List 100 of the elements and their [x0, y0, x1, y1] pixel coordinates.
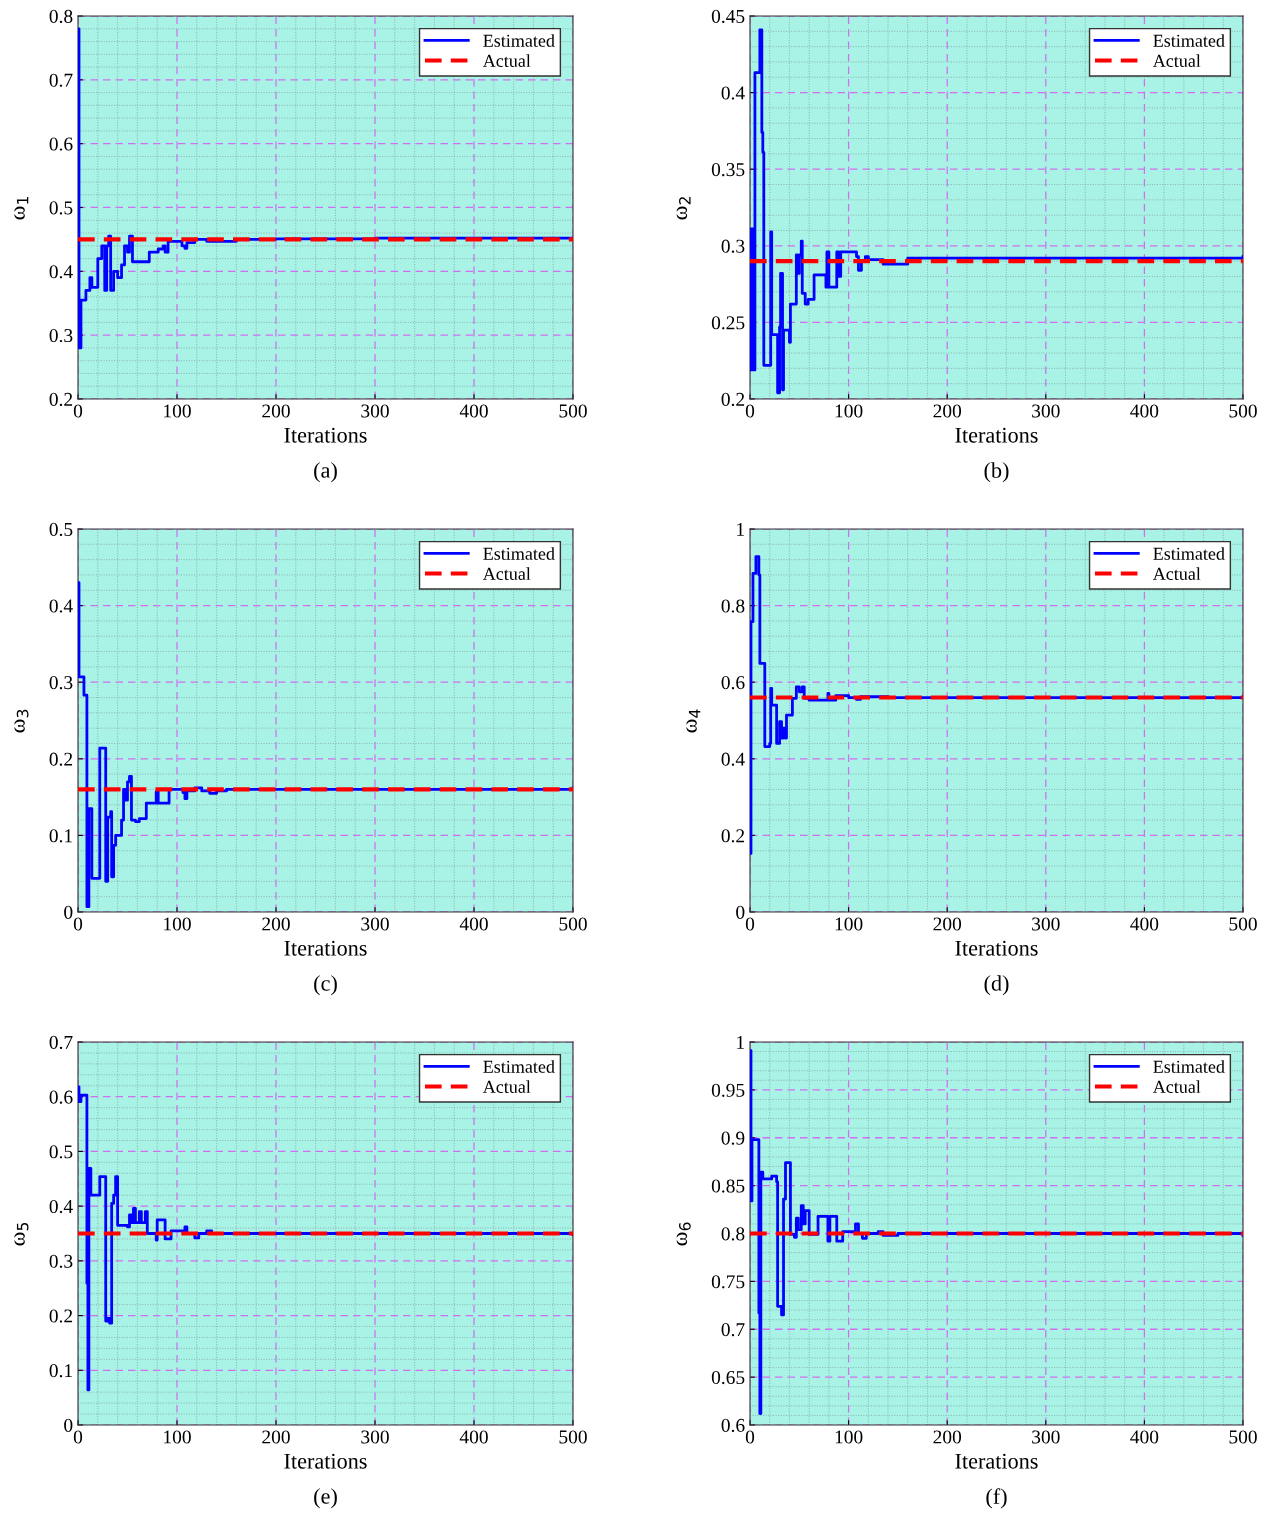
x-tick-label: 100 [164, 917, 191, 931]
y-tick-label: 0.3 [721, 239, 745, 253]
x-tick-label: 300 [361, 404, 389, 418]
y-tick-label: 0.4 [721, 86, 745, 100]
y-tick-label: 0.8 [721, 1227, 745, 1241]
y-axis-title: ω$_{5}$ [14, 1222, 29, 1246]
x-tick-label: 200 [262, 1430, 290, 1444]
y-tick-label: 0.7 [49, 1035, 73, 1050]
y-tick-label: 0.2 [49, 392, 73, 407]
x-tick-label: 300 [361, 1430, 389, 1444]
y-tick-label: 0.3 [49, 328, 73, 343]
x-axis-title: Iterations [955, 1453, 1038, 1469]
y-tick-label: 0.6 [721, 1418, 745, 1433]
x-tick-label: 500 [559, 1430, 587, 1444]
y-tick-label: 0.3 [49, 1254, 73, 1268]
y-tick-label: 0.35 [711, 163, 745, 177]
y-tick-label: 0.65 [711, 1370, 745, 1385]
x-axis-title: Iterations [955, 427, 1038, 443]
x-tick-label: 400 [459, 1430, 488, 1444]
legend-label: Estimated [1153, 34, 1225, 47]
y-tick-label: 0.45 [711, 9, 745, 24]
y-tick-label: 0.1 [49, 1364, 72, 1378]
y-tick-label: 0.9 [721, 1131, 745, 1145]
x-tick-label: 100 [835, 1430, 863, 1444]
x-tick-label: 400 [1130, 917, 1159, 931]
x-tick-label: 200 [933, 917, 962, 931]
y-tick-label: 0.85 [711, 1179, 745, 1193]
x-tick-label: 300 [1032, 1430, 1060, 1444]
text: (c) [314, 975, 337, 996]
y-tick-label: 0.6 [49, 137, 73, 151]
y-tick-label: 0.4 [721, 752, 745, 766]
y-axis-title: ω$_{1}$ [14, 196, 29, 220]
y-tick-label: 0.2 [721, 392, 745, 407]
x-tick-label: 400 [459, 404, 488, 418]
x-tick-label: 400 [459, 917, 488, 931]
x-tick-label: 500 [1229, 1430, 1257, 1444]
y-tick-label: 0.75 [711, 1275, 745, 1289]
x-tick-label: 200 [933, 1430, 962, 1444]
legend-label: Actual [1152, 1080, 1201, 1093]
x-axis-title: Iterations [284, 1453, 367, 1469]
y-tick-label: 0.5 [49, 522, 73, 537]
text: (f) [986, 1488, 1007, 1509]
x-tick-label: 500 [559, 404, 587, 418]
y-tick-label: 1 [737, 1035, 744, 1049]
y-tick-label: 1 [737, 522, 744, 536]
y-axis-title: ω$_{4}$ [686, 709, 701, 733]
x-tick-label: 500 [559, 917, 587, 931]
legend-label: Actual [1152, 567, 1201, 580]
y-tick-label: 0.7 [49, 73, 73, 87]
y-tick-label: 0.2 [49, 752, 73, 766]
text: (e) [314, 1488, 337, 1509]
x-tick-label: 500 [1229, 917, 1257, 931]
x-tick-label: 0 [73, 917, 83, 931]
legend-label: Actual [482, 1080, 531, 1093]
y-tick-label: 0.5 [49, 201, 73, 215]
x-tick-label: 300 [1032, 404, 1060, 418]
x-axis-title: Iterations [955, 940, 1038, 956]
legend-label: Estimated [1153, 547, 1225, 560]
legend-label: Actual [1152, 54, 1201, 67]
x-tick-label: 100 [164, 1430, 191, 1444]
x-tick-label: 0 [73, 404, 83, 418]
y-tick-label: 0.4 [49, 599, 73, 613]
y-tick-label: 0.2 [721, 829, 745, 843]
y-tick-label: 0.25 [711, 316, 745, 330]
text: (a) [314, 462, 337, 483]
legend-label: Estimated [483, 1060, 555, 1073]
y-tick-label: 0.4 [49, 265, 73, 279]
y-tick-label: 0.4 [49, 1199, 73, 1214]
x-tick-label: 0 [73, 1430, 83, 1444]
legend-label: Estimated [483, 34, 555, 47]
x-tick-label: 300 [361, 917, 389, 931]
x-tick-label: 300 [1032, 917, 1060, 931]
text: (b) [984, 462, 1009, 483]
y-axis-title: ω$_{3}$ [14, 709, 29, 733]
x-tick-label: 400 [1130, 404, 1159, 418]
y-axis-title: ω$_{2}$ [676, 197, 691, 220]
y-tick-label: 0 [64, 905, 73, 919]
y-tick-label: 0.7 [721, 1323, 745, 1337]
y-axis-title: ω$_{6}$ [676, 1222, 691, 1246]
x-tick-label: 400 [1130, 1430, 1159, 1444]
x-axis-title: Iterations [284, 940, 367, 956]
y-tick-label: 0.3 [49, 676, 73, 690]
y-tick-label: 0 [64, 1418, 73, 1432]
x-tick-label: 200 [933, 404, 962, 418]
y-tick-label: 0.95 [711, 1083, 745, 1097]
legend-label: Estimated [483, 547, 555, 560]
y-tick-label: 0.2 [49, 1309, 73, 1323]
x-tick-label: 200 [262, 917, 290, 931]
y-tick-label: 0.5 [49, 1145, 73, 1159]
x-tick-label: 100 [835, 404, 863, 418]
x-tick-label: 200 [262, 404, 290, 418]
x-axis-title: Iterations [284, 427, 367, 443]
y-tick-label: 0.6 [49, 1090, 73, 1104]
y-tick-label: 0.8 [49, 9, 73, 24]
y-tick-label: 0.8 [721, 599, 745, 613]
text: (d) [984, 975, 1009, 996]
y-tick-label: 0 [736, 905, 745, 919]
legend-label: Estimated [1153, 1060, 1225, 1073]
x-tick-label: 100 [164, 404, 191, 418]
y-tick-label: 0.1 [49, 829, 72, 843]
